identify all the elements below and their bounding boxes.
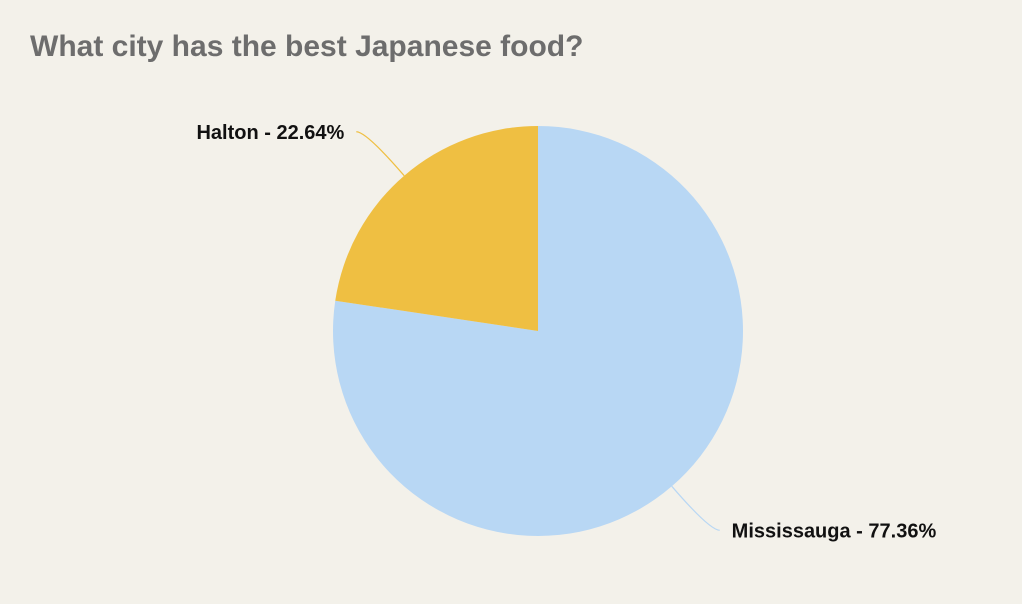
pie-slice bbox=[335, 126, 538, 331]
leader-line bbox=[356, 131, 405, 177]
data-label: Halton - 22.64% bbox=[196, 122, 344, 144]
chart-title: What city has the best Japanese food? bbox=[30, 30, 583, 63]
leader-line bbox=[671, 485, 720, 531]
data-label: Mississauga - 77.36% bbox=[732, 521, 937, 543]
